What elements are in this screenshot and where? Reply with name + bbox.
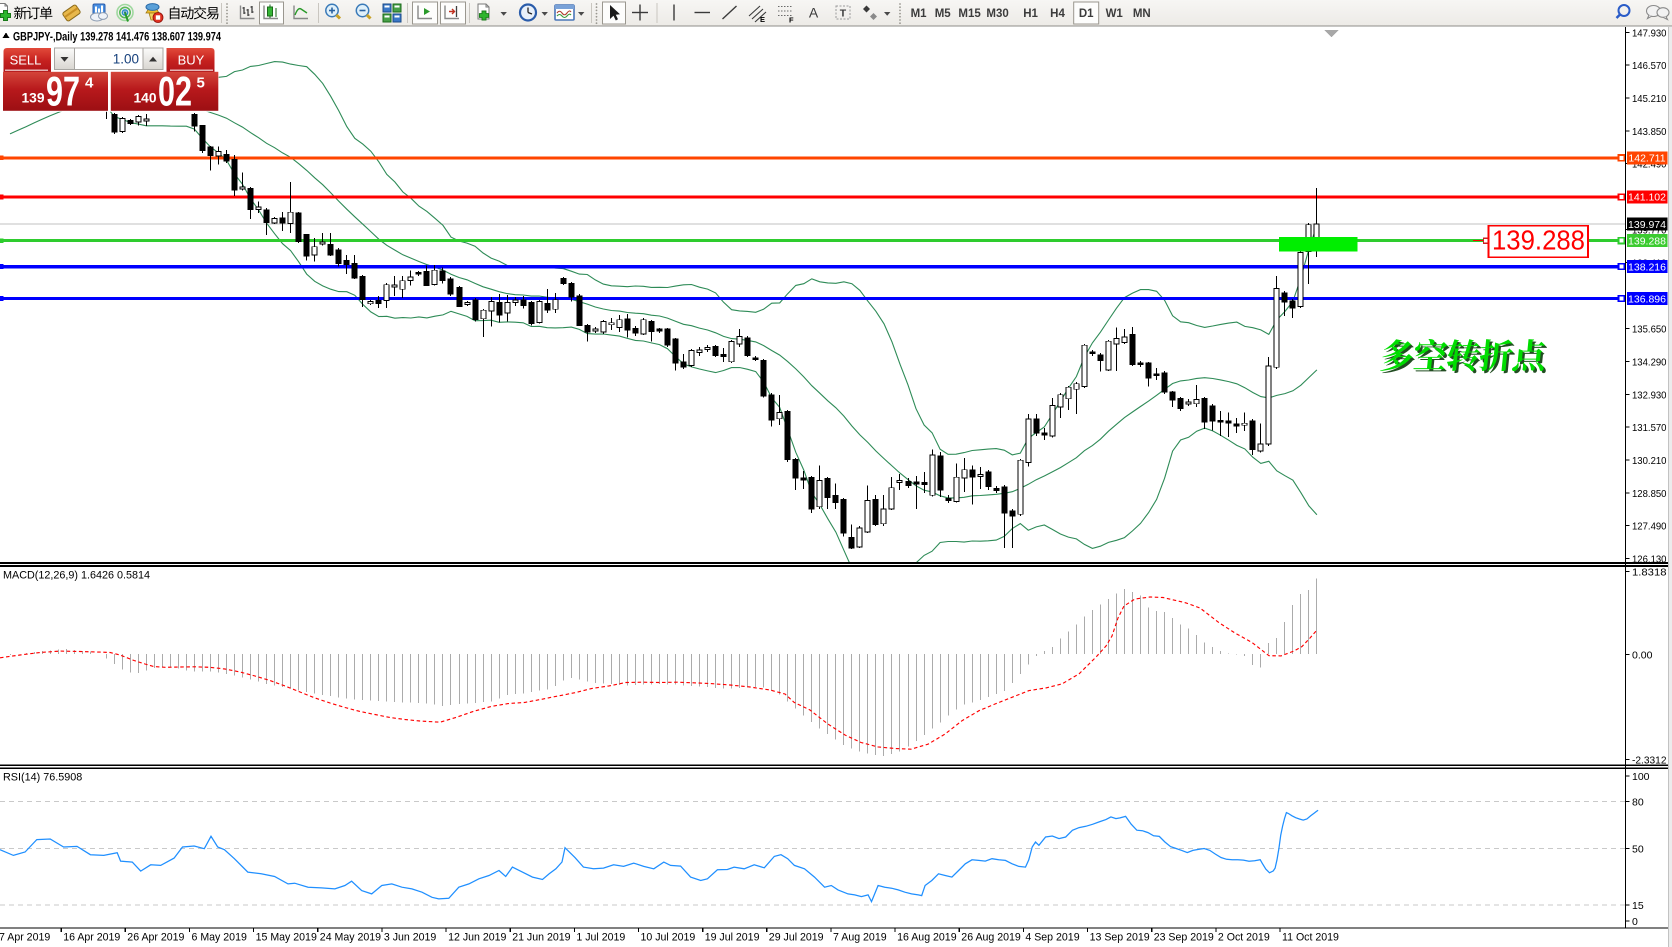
svg-text:M1: M1 (911, 8, 928, 20)
svg-text:50: 50 (1632, 844, 1644, 856)
svg-text:-2.3312: -2.3312 (1632, 755, 1667, 767)
svg-text:SELL: SELL (10, 53, 42, 68)
svg-text:23 Sep 2019: 23 Sep 2019 (1154, 932, 1214, 944)
svg-text:M5: M5 (935, 8, 952, 20)
svg-text:7 Apr 2019: 7 Apr 2019 (0, 932, 50, 944)
svg-text:145.210: 145.210 (1632, 93, 1667, 105)
svg-text:GBPJPY-,Daily 139.278 141.476: GBPJPY-,Daily 139.278 141.476 138.607 13… (13, 30, 221, 44)
svg-text:139.974: 139.974 (1628, 219, 1666, 231)
svg-text:4 Sep 2019: 4 Sep 2019 (1025, 932, 1079, 944)
svg-text:140: 140 (133, 91, 156, 106)
svg-text:0: 0 (1632, 916, 1638, 928)
svg-text:MN: MN (1133, 8, 1151, 20)
svg-text:141.102: 141.102 (1628, 192, 1666, 204)
svg-text:16 Aug 2019: 16 Aug 2019 (897, 932, 957, 944)
svg-text:139.288: 139.288 (1492, 225, 1585, 256)
svg-text:M15: M15 (958, 8, 981, 20)
svg-text:126.130: 126.130 (1632, 554, 1667, 566)
svg-text:10 Jul 2019: 10 Jul 2019 (641, 932, 696, 944)
svg-text:1.00: 1.00 (113, 52, 139, 67)
svg-text:26 Apr 2019: 26 Apr 2019 (127, 932, 184, 944)
svg-text:15: 15 (1632, 900, 1644, 912)
svg-text:132.930: 132.930 (1632, 389, 1667, 401)
svg-text:E: E (760, 15, 765, 24)
svg-text:29 Jul 2019: 29 Jul 2019 (769, 932, 824, 944)
svg-text:W1: W1 (1106, 8, 1124, 20)
svg-text:3 Jun 2019: 3 Jun 2019 (384, 932, 437, 944)
svg-text:5: 5 (197, 75, 205, 92)
svg-text:100: 100 (1632, 771, 1650, 783)
svg-text:T: T (840, 8, 847, 20)
svg-text:147.930: 147.930 (1632, 27, 1667, 39)
svg-text:1.8318: 1.8318 (1632, 567, 1667, 579)
svg-text:139: 139 (21, 91, 44, 106)
svg-text:RSI(14) 76.5908: RSI(14) 76.5908 (3, 772, 82, 784)
svg-text:7 Aug 2019: 7 Aug 2019 (833, 932, 887, 944)
svg-text:MACD(12,26,9) 1.6426 0.5814: MACD(12,26,9) 1.6426 0.5814 (3, 570, 150, 582)
svg-text:26 Aug 2019: 26 Aug 2019 (961, 932, 1021, 944)
svg-text:BUY: BUY (178, 53, 205, 68)
svg-text:D1: D1 (1079, 8, 1094, 20)
svg-text:139.288: 139.288 (1628, 236, 1666, 248)
svg-text:146.570: 146.570 (1632, 60, 1667, 72)
svg-text:134.290: 134.290 (1632, 356, 1667, 368)
svg-text:19 Jul 2019: 19 Jul 2019 (705, 932, 760, 944)
svg-text:130.210: 130.210 (1632, 455, 1667, 467)
svg-text:135.650: 135.650 (1632, 324, 1667, 336)
svg-text:138.216: 138.216 (1628, 261, 1666, 273)
svg-text:143.850: 143.850 (1632, 126, 1667, 138)
svg-text:128.850: 128.850 (1632, 488, 1667, 500)
svg-text:131.570: 131.570 (1632, 422, 1667, 434)
svg-text:1 Jul 2019: 1 Jul 2019 (576, 932, 625, 944)
svg-text:A: A (809, 5, 819, 21)
svg-text:11 Oct 2019: 11 Oct 2019 (1282, 932, 1339, 944)
svg-text:12 Jun 2019: 12 Jun 2019 (448, 932, 506, 944)
svg-text:6 May 2019: 6 May 2019 (192, 932, 247, 944)
svg-text:02: 02 (158, 68, 192, 115)
svg-text:2 Oct 2019: 2 Oct 2019 (1218, 932, 1270, 944)
svg-text:21 Jun 2019: 21 Jun 2019 (512, 932, 570, 944)
svg-text:H1: H1 (1023, 8, 1038, 20)
svg-text:80: 80 (1632, 796, 1644, 808)
svg-text:13 Sep 2019: 13 Sep 2019 (1090, 932, 1150, 944)
svg-text:0.00: 0.00 (1632, 649, 1653, 661)
svg-text:127.490: 127.490 (1632, 521, 1667, 533)
svg-text:24 May 2019: 24 May 2019 (320, 932, 381, 944)
svg-text:M30: M30 (986, 8, 1008, 20)
svg-text:136.896: 136.896 (1628, 293, 1666, 305)
svg-text:15 May 2019: 15 May 2019 (256, 932, 317, 944)
svg-text:H4: H4 (1050, 8, 1065, 20)
svg-text:4: 4 (85, 75, 94, 92)
svg-text:16 Apr 2019: 16 Apr 2019 (63, 932, 120, 944)
svg-text:142.711: 142.711 (1628, 153, 1665, 165)
svg-text:97: 97 (46, 68, 80, 115)
svg-text:F: F (789, 16, 794, 25)
